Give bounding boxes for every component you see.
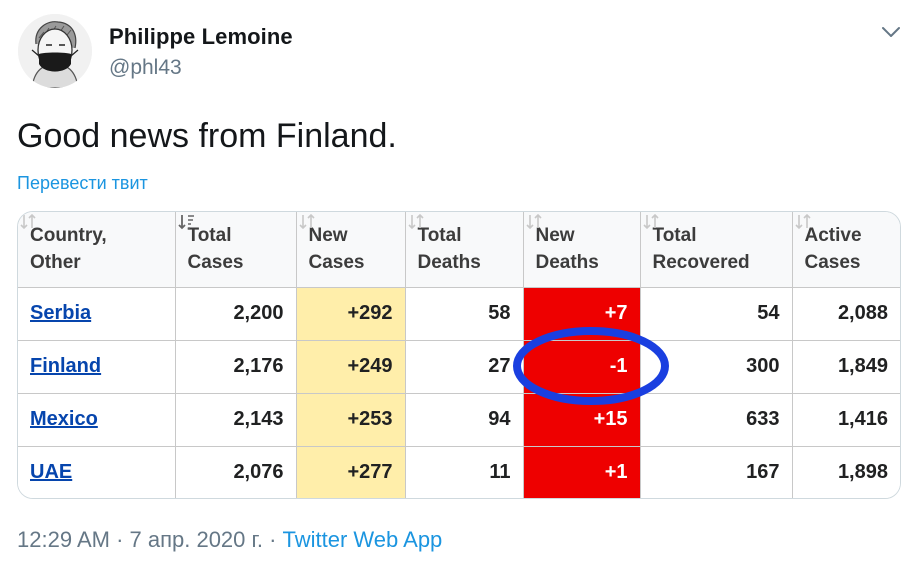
table-header-row: Country, Other Total Cases New Cases Total D… (18, 212, 900, 288)
new-deaths-cell: +7 (522, 286, 641, 341)
active-cases-cell: 1,849 (791, 339, 900, 394)
table-row: UAE 2,076 +277 11 +1 167 1,898 (18, 445, 900, 498)
sort-icon (407, 213, 424, 230)
sort-icon (794, 213, 811, 230)
total-deaths-cell: 11 (404, 445, 524, 498)
country-cell: Finland (18, 339, 176, 394)
total-recovered-cell: 167 (639, 445, 793, 498)
total-cases-cell: 2,143 (174, 392, 297, 447)
total-cases-cell: 2,200 (174, 286, 297, 341)
active-cases-cell: 1,898 (791, 445, 900, 498)
sort-icon (642, 213, 659, 230)
new-deaths-cell: +1 (522, 445, 641, 498)
header-active-cases[interactable]: Active Cases (791, 212, 900, 288)
country-cell: Serbia (18, 286, 176, 341)
total-cases-cell: 2,176 (174, 339, 297, 394)
header-total-deaths[interactable]: Total Deaths (404, 212, 524, 288)
total-deaths-cell: 27 (404, 339, 524, 394)
author-name[interactable]: Philippe Lemoine (109, 24, 293, 49)
table-row: Serbia 2,200 +292 58 +7 54 2,088 (18, 286, 900, 341)
sort-icon (20, 213, 36, 230)
sort-desc-icon (177, 215, 194, 230)
sort-icon (525, 213, 542, 230)
new-deaths-cell: +15 (522, 392, 641, 447)
total-deaths-cell: 58 (404, 286, 524, 341)
active-cases-cell: 2,088 (791, 286, 900, 341)
chevron-down-icon[interactable] (878, 22, 904, 42)
header-new-cases[interactable]: New Cases (295, 212, 406, 288)
country-link[interactable]: Serbia (30, 302, 92, 324)
header-total-recovered[interactable]: Total Recovered (639, 212, 793, 288)
table-screenshot: Country, Other Total Cases New Cases Total D… (17, 211, 901, 499)
country-link[interactable]: Finland (30, 355, 102, 377)
table-row: Mexico 2,143 +253 94 +15 633 1,416 (18, 392, 900, 447)
author-handle[interactable]: @phl43 (109, 56, 182, 79)
tweet-timestamp[interactable]: 12:29 AM · 7 апр. 2020 г. · (17, 527, 283, 552)
country-link[interactable]: Mexico (30, 408, 98, 430)
new-cases-cell: +277 (295, 445, 406, 498)
new-cases-cell: +292 (295, 286, 406, 341)
new-cases-cell: +249 (295, 339, 406, 394)
country-link[interactable]: UAE (30, 461, 73, 484)
table-row: Finland 2,176 +249 27 -1 300 1,849 (18, 339, 900, 394)
tweet-footer: 12:29 AM · 7 апр. 2020 г. · Twitter Web … (17, 527, 442, 553)
country-cell: UAE (18, 445, 176, 498)
covid-table: Country, Other Total Cases New Cases Total D… (18, 212, 900, 498)
translate-tweet-link[interactable]: Перевести твит (17, 173, 148, 193)
country-cell: Mexico (18, 392, 176, 447)
new-cases-cell: +253 (295, 392, 406, 447)
total-deaths-cell: 94 (404, 392, 524, 447)
header-total-cases[interactable]: Total Cases (174, 212, 297, 288)
avatar[interactable] (18, 14, 92, 88)
total-recovered-cell: 633 (639, 392, 793, 447)
header-new-deaths[interactable]: New Deaths (522, 212, 641, 288)
header-country[interactable]: Country, Other (18, 212, 176, 288)
masked-portrait-avatar (18, 14, 92, 88)
total-recovered-cell: 300 (639, 339, 793, 394)
tweet-text: Good news from Finland. (17, 117, 397, 155)
new-deaths-cell: -1 (522, 339, 641, 394)
sort-icon (298, 213, 315, 230)
active-cases-cell: 1,416 (791, 392, 900, 447)
source-app-link[interactable]: Twitter Web App (282, 527, 443, 552)
total-cases-cell: 2,076 (174, 445, 297, 498)
total-recovered-cell: 54 (639, 286, 793, 341)
